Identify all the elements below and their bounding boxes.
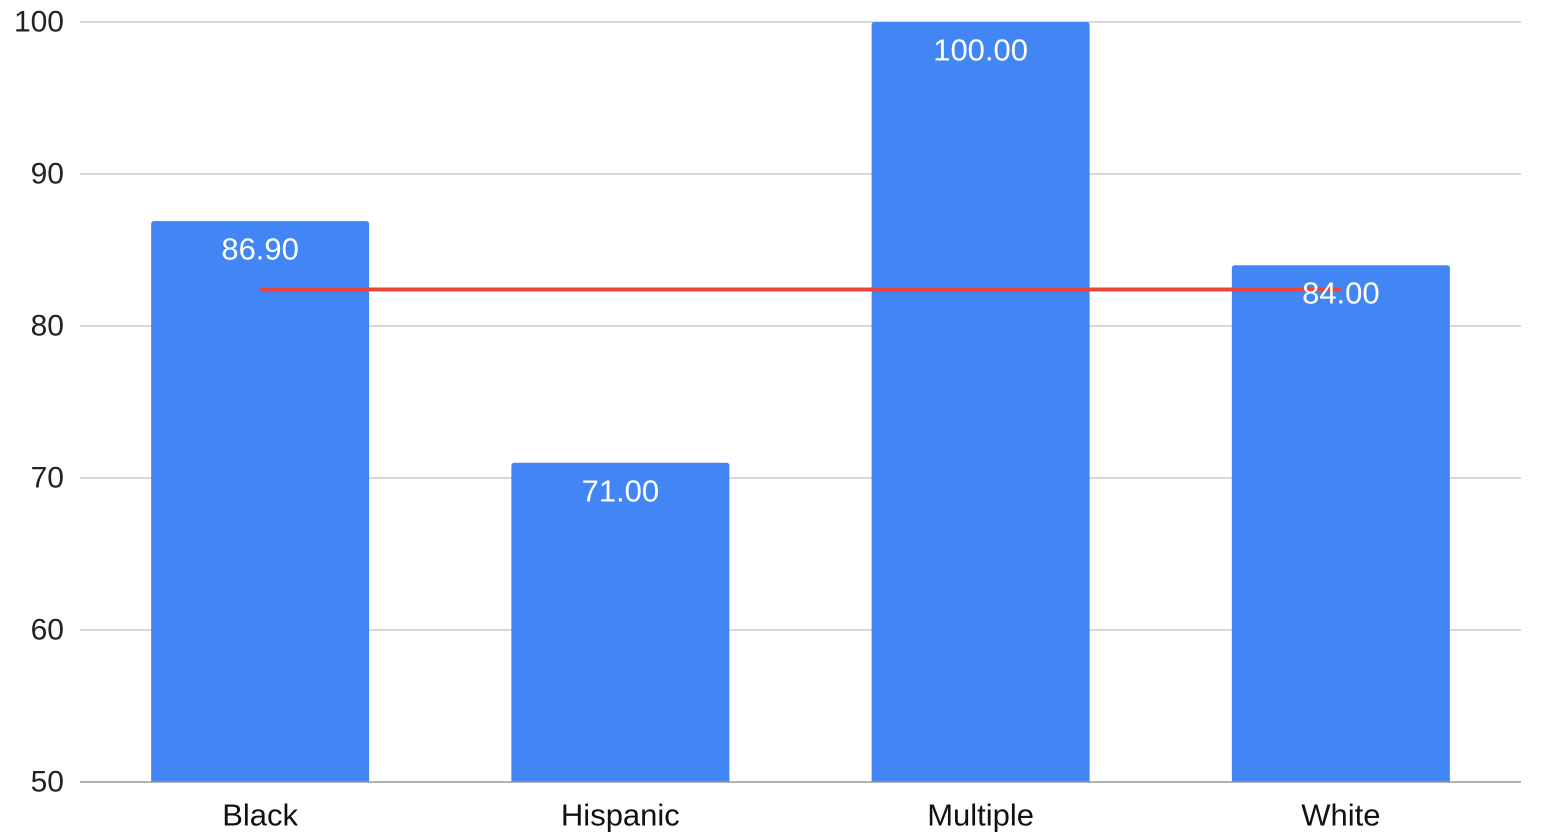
bar-hispanic bbox=[511, 462, 730, 782]
data-label-hispanic: 71.00 bbox=[582, 473, 660, 508]
data-labels: 86.90 71.00 100.00 84.00 bbox=[221, 33, 1379, 509]
x-tick-label-hispanic: Hispanic bbox=[561, 798, 680, 833]
y-tick-label-100: 100 bbox=[14, 6, 64, 39]
bar-white bbox=[1231, 265, 1450, 782]
x-tick-label-black: Black bbox=[222, 798, 298, 833]
data-label-black: 86.90 bbox=[221, 232, 299, 267]
x-tick-label-white: White bbox=[1301, 798, 1380, 833]
bars bbox=[151, 22, 1450, 782]
y-tick-label-90: 90 bbox=[31, 158, 64, 191]
y-tick-label-70: 70 bbox=[31, 462, 64, 495]
y-tick-label-80: 80 bbox=[31, 310, 64, 343]
y-axis: 50 60 70 80 90 100 bbox=[14, 6, 64, 799]
y-tick-label-60: 60 bbox=[31, 614, 64, 647]
data-label-multiple: 100.00 bbox=[933, 33, 1028, 68]
data-label-white: 84.00 bbox=[1302, 276, 1380, 311]
bar-black bbox=[151, 221, 370, 782]
x-tick-label-multiple: Multiple bbox=[927, 798, 1034, 833]
bar-multiple bbox=[871, 22, 1090, 782]
y-tick-label-50: 50 bbox=[31, 766, 64, 799]
x-axis: Black Hispanic Multiple White bbox=[222, 798, 1380, 833]
